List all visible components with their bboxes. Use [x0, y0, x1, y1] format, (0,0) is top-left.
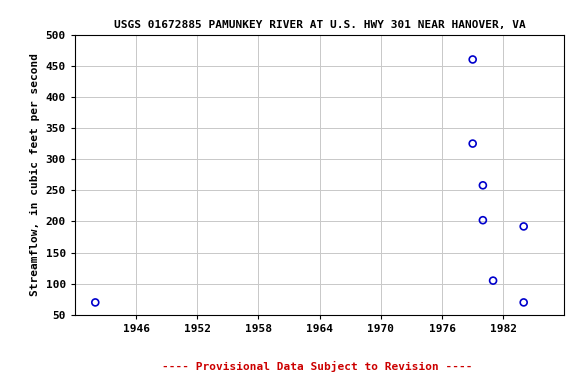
Y-axis label: Streamflow, in cubic feet per second: Streamflow, in cubic feet per second [30, 53, 40, 296]
Text: ---- Provisional Data Subject to Revision ----: ---- Provisional Data Subject to Revisio… [161, 361, 472, 372]
Point [478, 217, 487, 223]
Point [468, 56, 478, 63]
Point [488, 278, 498, 284]
Point [90, 300, 100, 306]
Point [519, 223, 528, 230]
Title: USGS 01672885 PAMUNKEY RIVER AT U.S. HWY 301 NEAR HANOVER, VA: USGS 01672885 PAMUNKEY RIVER AT U.S. HWY… [114, 20, 525, 30]
Point [468, 141, 478, 147]
Point [519, 300, 528, 306]
Point [478, 182, 487, 189]
